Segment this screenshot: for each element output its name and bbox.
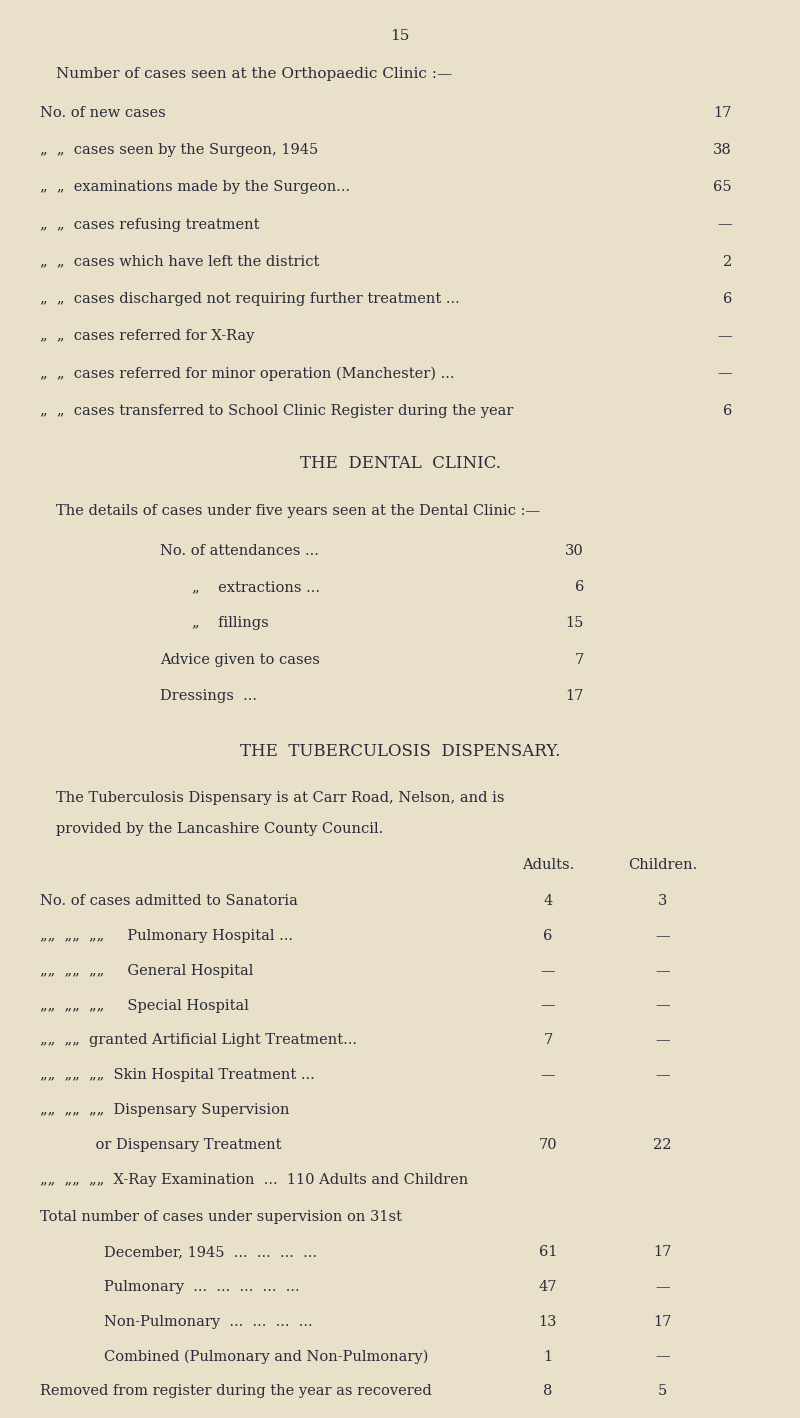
Text: „  „  cases refusing treatment: „ „ cases refusing treatment — [40, 217, 259, 231]
Text: —: — — [718, 366, 732, 380]
Text: 17: 17 — [566, 689, 584, 702]
Text: 13: 13 — [538, 1314, 558, 1329]
Text: „  „  cases transferred to School Clinic Register during the year: „ „ cases transferred to School Clinic R… — [40, 404, 514, 418]
Text: „„  „„  „„     Pulmonary Hospital ...: „„ „„ „„ Pulmonary Hospital ... — [40, 929, 293, 943]
Text: 1: 1 — [543, 1350, 553, 1364]
Text: 6: 6 — [722, 292, 732, 306]
Text: The Tuberculosis Dispensary is at Carr Road, Nelson, and is: The Tuberculosis Dispensary is at Carr R… — [56, 791, 505, 805]
Text: THE  TUBERCULOSIS  DISPENSARY.: THE TUBERCULOSIS DISPENSARY. — [240, 743, 560, 760]
Text: The details of cases under five years seen at the Dental Clinic :—: The details of cases under five years se… — [56, 503, 540, 518]
Text: 61: 61 — [538, 1245, 558, 1259]
Text: 70: 70 — [538, 1139, 558, 1151]
Text: 6: 6 — [574, 580, 584, 594]
Text: provided by the Lancashire County Council.: provided by the Lancashire County Counci… — [56, 822, 383, 837]
Text: Combined (Pulmonary and Non-Pulmonary): Combined (Pulmonary and Non-Pulmonary) — [104, 1350, 428, 1364]
Text: 5: 5 — [658, 1384, 667, 1398]
Text: 47: 47 — [538, 1280, 558, 1293]
Text: —: — — [541, 1068, 555, 1082]
Text: —: — — [655, 1034, 670, 1048]
Text: 15: 15 — [566, 617, 584, 631]
Text: —: — — [541, 964, 555, 978]
Text: 15: 15 — [390, 28, 410, 43]
Text: „  „  cases referred for X-Ray: „ „ cases referred for X-Ray — [40, 329, 254, 343]
Text: „  „  cases discharged not requiring further treatment ...: „ „ cases discharged not requiring furth… — [40, 292, 460, 306]
Text: 30: 30 — [566, 545, 584, 559]
Text: or Dispensary Treatment: or Dispensary Treatment — [40, 1139, 282, 1151]
Text: Number of cases seen at the Orthopaedic Clinic :—: Number of cases seen at the Orthopaedic … — [56, 67, 452, 81]
Text: „„  „„  „„  X-Ray Examination  ...  110 Adults and Children: „„ „„ „„ X-Ray Examination ... 110 Adult… — [40, 1173, 468, 1187]
Text: „  „  examinations made by the Surgeon...: „ „ examinations made by the Surgeon... — [40, 180, 350, 194]
Text: Pulmonary  ...  ...  ...  ...  ...: Pulmonary ... ... ... ... ... — [104, 1280, 300, 1293]
Text: 8: 8 — [543, 1384, 553, 1398]
Text: Advice given to cases: Advice given to cases — [160, 652, 320, 666]
Text: —: — — [655, 1280, 670, 1293]
Text: Non-Pulmonary  ...  ...  ...  ...: Non-Pulmonary ... ... ... ... — [104, 1314, 313, 1329]
Text: Dressings  ...: Dressings ... — [160, 689, 257, 702]
Text: „„  „„  „„     General Hospital: „„ „„ „„ General Hospital — [40, 964, 254, 978]
Text: 7: 7 — [543, 1034, 553, 1048]
Text: „„  „„  „„     Special Hospital: „„ „„ „„ Special Hospital — [40, 998, 249, 1012]
Text: —: — — [718, 217, 732, 231]
Text: „    extractions ...: „ extractions ... — [192, 580, 320, 594]
Text: December, 1945  ...  ...  ...  ...: December, 1945 ... ... ... ... — [104, 1245, 317, 1259]
Text: No. of attendances ...: No. of attendances ... — [160, 545, 319, 559]
Text: —: — — [655, 929, 670, 943]
Text: „    fillings: „ fillings — [192, 617, 269, 631]
Text: „  „  cases which have left the district: „ „ cases which have left the district — [40, 255, 319, 269]
Text: „„  „„  „„  Skin Hospital Treatment ...: „„ „„ „„ Skin Hospital Treatment ... — [40, 1068, 314, 1082]
Text: 2: 2 — [722, 255, 732, 269]
Text: Total number of cases under supervision on 31st: Total number of cases under supervision … — [40, 1210, 402, 1224]
Text: —: — — [655, 1350, 670, 1364]
Text: 6: 6 — [543, 929, 553, 943]
Text: 38: 38 — [714, 143, 732, 157]
Text: „„  „„  „„  Dispensary Supervision: „„ „„ „„ Dispensary Supervision — [40, 1103, 290, 1117]
Text: Adults.: Adults. — [522, 858, 574, 872]
Text: —: — — [655, 998, 670, 1012]
Text: „  „  cases referred for minor operation (Manchester) ...: „ „ cases referred for minor operation (… — [40, 366, 454, 381]
Text: —: — — [655, 1068, 670, 1082]
Text: „  „  cases seen by the Surgeon, 1945: „ „ cases seen by the Surgeon, 1945 — [40, 143, 318, 157]
Text: 17: 17 — [654, 1314, 671, 1329]
Text: 3: 3 — [658, 895, 667, 908]
Text: Children.: Children. — [628, 858, 697, 872]
Text: 4: 4 — [543, 895, 553, 908]
Text: Removed from register during the year as recovered: Removed from register during the year as… — [40, 1384, 432, 1398]
Text: 65: 65 — [714, 180, 732, 194]
Text: THE  DENTAL  CLINIC.: THE DENTAL CLINIC. — [299, 455, 501, 472]
Text: 17: 17 — [654, 1245, 671, 1259]
Text: 22: 22 — [653, 1139, 672, 1151]
Text: „„  „„  granted Artificial Light Treatment...: „„ „„ granted Artificial Light Treatment… — [40, 1034, 357, 1048]
Text: 7: 7 — [574, 652, 584, 666]
Text: 17: 17 — [714, 106, 732, 119]
Text: —: — — [655, 964, 670, 978]
Text: No. of new cases: No. of new cases — [40, 106, 166, 119]
Text: —: — — [718, 329, 732, 343]
Text: No. of cases admitted to Sanatoria: No. of cases admitted to Sanatoria — [40, 895, 298, 908]
Text: —: — — [541, 998, 555, 1012]
Text: 6: 6 — [722, 404, 732, 418]
